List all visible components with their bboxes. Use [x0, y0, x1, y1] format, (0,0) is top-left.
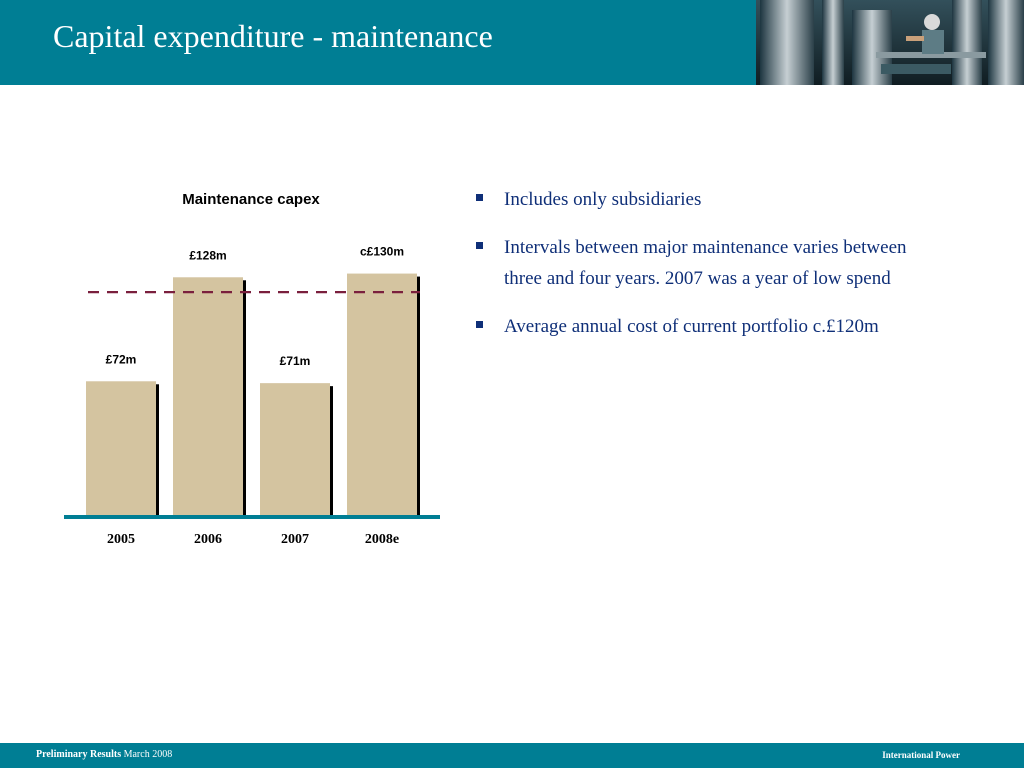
maintenance-capex-chart: Maintenance capex £72m 2005 £128m 2006 £71m 2… — [64, 191, 440, 547]
category-label-2007: 2007 — [281, 532, 309, 547]
footer-event: Preliminary Results — [36, 749, 122, 760]
bullet-text-3: Average annual cost of current portfolio… — [504, 316, 879, 337]
bar-2005 — [86, 381, 156, 515]
bullet-item-1: Includes only subsidiaries — [474, 184, 944, 215]
industrial-plant-worker-photo — [756, 0, 1024, 85]
category-label-2006: 2006 — [194, 532, 222, 547]
bar-2006 — [173, 277, 243, 515]
bullet-text-1: Includes only subsidiaries — [504, 189, 702, 210]
bar-2007 — [260, 383, 330, 515]
value-label-2008e: c£130m — [360, 245, 404, 259]
value-label-2006: £128m — [189, 248, 226, 262]
category-label-2008e: 2008e — [365, 532, 399, 547]
value-label-2005: £72m — [106, 352, 137, 366]
value-label-2007: £71m — [280, 354, 311, 368]
header-bar: Capital expenditure - maintenance — [0, 0, 1024, 85]
category-label-2005: 2005 — [107, 532, 135, 547]
bars-group: £72m 2005 £128m 2006 £71m 2007 c£130m 2008e — [86, 245, 420, 547]
bullet-list: Includes only subsidiaries Intervals bet… — [474, 184, 944, 359]
square-bullet-icon — [476, 242, 483, 249]
bullet-item-2: Intervals between major maintenance vari… — [474, 232, 944, 294]
square-bullet-icon — [476, 321, 483, 328]
footer-date: March 2008 — [121, 749, 173, 760]
footer-bar: Preliminary Results March 2008 Internati… — [0, 743, 1024, 768]
square-bullet-icon — [476, 194, 483, 201]
footer-company: International Power — [882, 750, 960, 760]
bullet-text-2: Intervals between major maintenance vari… — [504, 237, 907, 289]
bullet-item-3: Average annual cost of current portfolio… — [474, 311, 944, 342]
slide-title: Capital expenditure - maintenance — [53, 18, 493, 54]
chart-title: Maintenance capex — [182, 191, 320, 208]
bar-2008e — [347, 273, 417, 515]
footer-left: Preliminary Results March 2008 — [36, 749, 172, 760]
